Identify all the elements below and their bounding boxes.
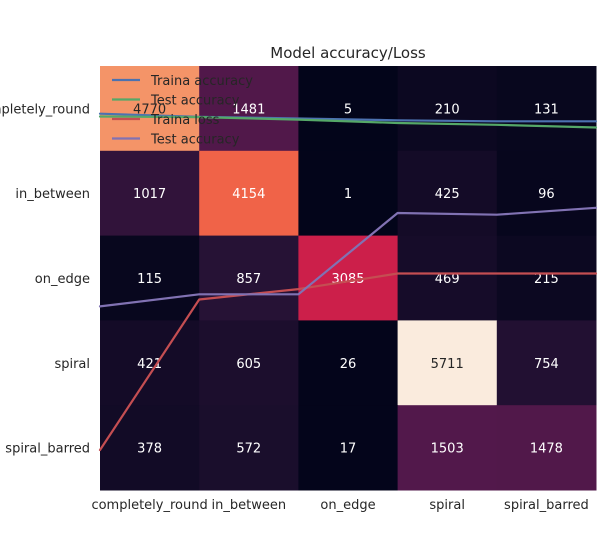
cell-value-label: 215 [534, 272, 559, 287]
cell-value-label: 1017 [133, 187, 166, 202]
cell-value-label: 425 [435, 187, 460, 202]
x-tick-label: spiral [429, 498, 465, 513]
legend-entry-label: Test accuracy [150, 94, 240, 109]
heatmap-cell [298, 66, 399, 152]
cell-value-label: 469 [435, 272, 460, 287]
heatmap-cell [298, 150, 399, 237]
cell-value-label: 96 [538, 187, 555, 202]
cell-value-label: 210 [435, 102, 460, 117]
heatmap-cell [199, 66, 299, 152]
cell-value-label: 421 [137, 357, 162, 372]
heatmap-cell [397, 320, 498, 406]
cell-value-label: 26 [340, 357, 357, 372]
series-line-1 [98, 115, 598, 129]
cell-value-label: 1 [344, 187, 352, 202]
cell-value-label: 5 [344, 102, 352, 117]
series-line-2 [98, 272, 598, 452]
heatmap-cell [100, 150, 200, 237]
y-tick-label: in_between [15, 187, 90, 202]
cell-value-label: 1478 [530, 442, 563, 457]
cell-value-label: 1503 [431, 442, 464, 457]
x-tick-label: on_edge [320, 498, 375, 513]
cell-value-label: 857 [236, 272, 261, 287]
heatmap-cell [100, 235, 200, 321]
cell-value-label: 378 [137, 442, 162, 457]
heatmap-cell [397, 235, 498, 321]
x-tick-label: spiral_barred [504, 498, 589, 513]
heatmap-cell [298, 320, 399, 406]
heatmap-cell [100, 320, 200, 406]
heatmap-cell [298, 405, 399, 491]
y-tick-label: on_edge [35, 272, 90, 287]
cell-value-label: 4770 [133, 102, 166, 117]
heatmap-cell [199, 320, 299, 406]
heatmap-cell [496, 405, 597, 491]
cell-value-label: 115 [137, 272, 162, 287]
legend-entry-label: Traina loss [150, 113, 220, 128]
cell-value-label: 5711 [431, 357, 464, 372]
overlay-lines [98, 112, 598, 452]
y-tick-label: spiral [54, 357, 90, 372]
heatmap-cell [199, 405, 299, 491]
heatmap-cell [397, 150, 498, 237]
heatmap-cell [496, 66, 597, 152]
series-line-3 [98, 206, 598, 308]
heatmap-cell [298, 235, 399, 321]
heatmap-cell [100, 405, 200, 491]
y-tick-label: spiral_barred [5, 442, 90, 457]
legend-entry-label: Traina accuracy [150, 74, 253, 89]
cell-value-label: 754 [534, 357, 559, 372]
legend-entry-label: Test accuracy [150, 133, 240, 148]
heatmap-cell [199, 150, 299, 237]
heatmap-cell [199, 235, 299, 321]
heatmap-cell [397, 66, 498, 152]
cell-value-label: 1481 [232, 102, 265, 117]
cell-value-label: 605 [236, 357, 261, 372]
chart-title: Model accuracy/Loss [270, 44, 426, 62]
cell-value-label: 17 [340, 442, 357, 457]
heatmap-cell [496, 235, 597, 321]
heatmap-cell [397, 405, 498, 491]
cell-value-label: 131 [534, 102, 559, 117]
heatmap-cell [496, 320, 597, 406]
legend: Traina accuracy Test accuracy Traina loss T… [112, 74, 253, 148]
cell-value-label: 572 [236, 442, 261, 457]
x-tick-label: completely_round [91, 498, 207, 513]
cell-value-label: 4154 [232, 187, 265, 202]
y-tick-label: completely_round [0, 102, 90, 117]
x-axis-ticks: completely_round in_between on_edge spiral s… [91, 498, 588, 513]
heatmap-cell [496, 150, 597, 237]
x-tick-label: in_between [212, 498, 287, 513]
